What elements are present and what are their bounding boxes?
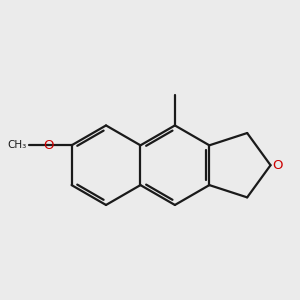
Text: O: O: [272, 159, 282, 172]
Text: CH₃: CH₃: [8, 140, 27, 150]
Text: O: O: [43, 139, 53, 152]
